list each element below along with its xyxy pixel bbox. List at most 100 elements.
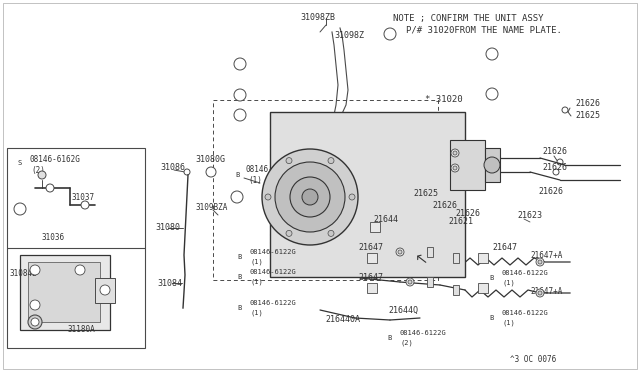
Text: 21647+A: 21647+A	[530, 250, 563, 260]
Text: 08146-6122G: 08146-6122G	[249, 269, 296, 275]
Text: 21623: 21623	[517, 211, 542, 219]
Text: (1): (1)	[248, 176, 262, 185]
Text: 21626: 21626	[542, 148, 567, 157]
Text: 21625: 21625	[413, 189, 438, 198]
Text: 31084B: 31084B	[10, 269, 38, 278]
Circle shape	[538, 260, 542, 264]
Text: 21626: 21626	[432, 201, 457, 209]
Text: * 31020: * 31020	[425, 96, 463, 105]
Circle shape	[453, 151, 457, 155]
Text: 21625: 21625	[575, 110, 600, 119]
Text: 31080: 31080	[155, 224, 180, 232]
Text: 216440A: 216440A	[325, 315, 360, 324]
Bar	[478, 253, 488, 263]
Text: B: B	[238, 254, 242, 260]
Bar	[367, 253, 377, 263]
Circle shape	[406, 278, 414, 286]
Circle shape	[328, 230, 334, 236]
Text: 21626: 21626	[542, 164, 567, 173]
Circle shape	[184, 169, 190, 175]
Circle shape	[206, 167, 216, 177]
Circle shape	[302, 189, 318, 205]
Circle shape	[234, 58, 246, 70]
Text: 31098ZB: 31098ZB	[300, 13, 335, 22]
Circle shape	[536, 258, 544, 266]
Text: (2): (2)	[31, 166, 45, 174]
Text: P/# 31020FROM THE NAME PLATE.: P/# 31020FROM THE NAME PLATE.	[406, 26, 562, 35]
Bar	[7, 148, 145, 348]
Circle shape	[262, 149, 358, 245]
Text: 21647: 21647	[358, 244, 383, 253]
Circle shape	[453, 166, 457, 170]
Text: B: B	[238, 305, 242, 311]
Bar	[453, 253, 459, 263]
Circle shape	[290, 177, 330, 217]
Bar	[20, 255, 110, 330]
Circle shape	[234, 89, 246, 101]
Circle shape	[81, 201, 89, 209]
Bar	[367, 283, 377, 293]
Circle shape	[286, 158, 292, 164]
Circle shape	[30, 300, 40, 310]
Text: S: S	[18, 160, 22, 166]
Circle shape	[275, 162, 345, 232]
Circle shape	[538, 291, 542, 295]
Text: 21621: 21621	[448, 218, 473, 227]
Bar	[485, 148, 500, 182]
Text: 21647: 21647	[492, 244, 517, 253]
Circle shape	[562, 107, 568, 113]
Circle shape	[328, 158, 334, 164]
Text: 3109BZA: 3109BZA	[195, 203, 227, 212]
Text: 08146-6122G: 08146-6122G	[501, 310, 548, 316]
Circle shape	[451, 164, 459, 172]
Circle shape	[286, 230, 292, 236]
Circle shape	[231, 191, 243, 203]
Text: 31009: 31009	[285, 228, 310, 237]
Bar	[453, 285, 459, 295]
Text: 21647+A: 21647+A	[530, 288, 563, 296]
Text: (1): (1)	[251, 259, 264, 265]
Circle shape	[408, 280, 412, 284]
Bar	[427, 277, 433, 287]
Text: (1): (1)	[251, 310, 264, 316]
Circle shape	[14, 203, 26, 215]
Bar	[213, 100, 438, 280]
Bar	[270, 112, 465, 277]
Text: NOTE ; CONFIRM THE UNIT ASSY: NOTE ; CONFIRM THE UNIT ASSY	[393, 13, 543, 22]
Text: 31080G: 31080G	[195, 155, 225, 164]
Circle shape	[486, 88, 498, 100]
Text: 08146-6122G: 08146-6122G	[249, 300, 296, 306]
Circle shape	[75, 265, 85, 275]
Circle shape	[486, 48, 498, 60]
Text: (2): (2)	[401, 340, 413, 346]
Circle shape	[536, 289, 544, 297]
Circle shape	[384, 28, 396, 40]
Text: 21626: 21626	[455, 208, 480, 218]
Text: B: B	[490, 275, 494, 281]
Text: 31086: 31086	[160, 164, 185, 173]
Text: ^3 OC 0076: ^3 OC 0076	[510, 356, 556, 365]
Circle shape	[265, 194, 271, 200]
Text: 21626: 21626	[575, 99, 600, 108]
Text: 08146-6122G: 08146-6122G	[246, 166, 297, 174]
Circle shape	[46, 184, 54, 192]
Bar	[450, 140, 485, 190]
Text: (1): (1)	[503, 280, 516, 286]
Circle shape	[398, 250, 402, 254]
Text: 31098Z: 31098Z	[334, 31, 364, 39]
Text: B: B	[238, 274, 242, 280]
Circle shape	[28, 315, 42, 329]
Text: 21647: 21647	[358, 273, 383, 282]
Text: 08146-6122G: 08146-6122G	[249, 249, 296, 255]
Circle shape	[557, 159, 563, 165]
Text: 21644Q: 21644Q	[388, 305, 418, 314]
Text: (1): (1)	[503, 320, 516, 326]
Text: 31180A: 31180A	[68, 326, 96, 334]
Text: (1): (1)	[251, 279, 264, 285]
Text: 08146-6162G: 08146-6162G	[29, 155, 80, 164]
Circle shape	[234, 109, 246, 121]
Circle shape	[38, 171, 46, 179]
Circle shape	[553, 169, 559, 175]
Text: 08146-6122G: 08146-6122G	[501, 270, 548, 276]
Text: B: B	[235, 172, 239, 178]
